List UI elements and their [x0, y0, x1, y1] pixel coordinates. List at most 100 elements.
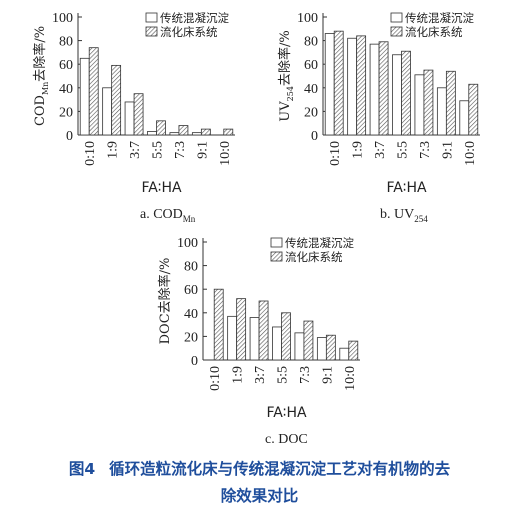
- y-tick-label: 80: [184, 260, 198, 275]
- x-tick-label: 1:9: [231, 366, 246, 384]
- bar-conventional-2: [227, 315, 238, 361]
- y-tick-label: 20: [59, 105, 73, 120]
- legend-label-2: 流化床系统: [160, 25, 218, 39]
- legend-label-1: 传统混凝沉淀: [405, 11, 474, 25]
- x-axis-label: FA∶HA: [141, 180, 182, 196]
- y-tick-label: 40: [184, 307, 198, 322]
- x-tick-label: 7:3: [173, 141, 188, 159]
- bar-fluidized-2: [111, 64, 122, 136]
- bar-conventional-6: [316, 337, 327, 361]
- y-axis-label: UV254去除率/%: [277, 30, 295, 121]
- panel-label-b-sub: 254: [414, 213, 428, 224]
- x-tick-label: 9:1: [195, 141, 210, 159]
- chart-svg-b: 0 20 40 60 80 100 0:10 1:9 3:7 5:5 7:3 9:1 10:0 FA∶HA…: [277, 11, 480, 196]
- x-tick-label: 7:3: [418, 141, 433, 159]
- x-tick-label: 5:5: [276, 366, 291, 384]
- bar-conventional-3: [249, 317, 260, 361]
- bar-fluidized-5: [423, 69, 434, 136]
- x-tick-label: 3:7: [373, 141, 388, 159]
- chart-svg-c: 0 20 40 60 80 100 0:10 1:9 3:7 5:5 7:3 9:1 10:0 FA∶HA…: [157, 236, 360, 421]
- legend-label-2: 流化床系统: [285, 250, 343, 264]
- y-tick-label: 60: [304, 58, 318, 73]
- bar-conventional-5: [294, 332, 305, 361]
- y-tick-label: 80: [59, 35, 73, 50]
- bar-fluidized-3: [378, 41, 389, 136]
- bar-conventional-2: [102, 87, 113, 136]
- x-tick-label: 3:7: [128, 141, 143, 159]
- x-axis-label: FA∶HA: [266, 405, 307, 421]
- legend-swatch-2: [270, 251, 283, 262]
- x-tick-label: 1:9: [106, 141, 121, 159]
- y-tick-label: 20: [304, 105, 318, 120]
- bar-conventional-2: [347, 37, 358, 136]
- bar-conventional-3: [369, 43, 380, 136]
- y-tick-label: 0: [191, 354, 198, 369]
- x-tick-label: 5:5: [396, 141, 411, 159]
- bar-fluidized-3: [133, 93, 144, 136]
- legend-swatch-2: [390, 26, 403, 37]
- x-tick-label: 0:10: [83, 141, 98, 166]
- bar-fluidized-6: [325, 334, 336, 361]
- x-tick-label: 0:10: [328, 141, 343, 166]
- y-tick-label: 40: [304, 82, 318, 97]
- bar-conventional-1: [324, 33, 335, 136]
- y-axis-label: CODMn去除率/%: [32, 26, 50, 126]
- caption-line-1: 图4 循环造粒流化床与传统混凝沉淀工艺对有机物的去: [0, 456, 519, 483]
- y-tick-label: 100: [297, 11, 318, 26]
- bar-conventional-6: [436, 87, 447, 136]
- panel-label-c-text: c. DOC: [265, 432, 308, 447]
- y-tick-label: 80: [304, 35, 318, 50]
- chart-svg-a: 0 20 40 60 80 100 0:10 1:9 3:7 5:5 7:3 9:1 10:0 FA∶HA…: [32, 11, 235, 196]
- caption-number: 图4: [68, 460, 96, 478]
- bar-fluidized-5: [178, 125, 189, 136]
- bar-conventional-7: [459, 100, 470, 136]
- y-tick-label: 0: [66, 129, 73, 144]
- x-tick-label: 10:0: [218, 141, 233, 166]
- y-tick-label: 100: [177, 236, 198, 251]
- bar-conventional-7: [339, 347, 350, 361]
- y-tick-label: 60: [59, 58, 73, 73]
- bar-fluidized-7: [348, 340, 359, 361]
- bar-conventional-1: [79, 57, 90, 136]
- bar-conventional-4: [272, 326, 282, 361]
- bar-fluidized-1: [333, 30, 344, 136]
- figure-caption: 图4 循环造粒流化床与传统混凝沉淀工艺对有机物的去 除效果对比: [0, 456, 519, 510]
- panel-label-a-sub: Mn: [182, 213, 196, 224]
- chart-panel-a: 0 20 40 60 80 100 0:10 1:9 3:7 5:5 7:3 9:1 10:0 FA∶HA…: [20, 5, 270, 200]
- bar-fluidized-6: [445, 70, 456, 136]
- bar-fluidized-4: [281, 312, 291, 361]
- y-tick-label: 100: [52, 11, 73, 26]
- legend-label-1: 传统混凝沉淀: [160, 11, 229, 25]
- panel-label-a: a. CODMn: [140, 207, 195, 224]
- panel-label-c: c. DOC: [265, 432, 308, 448]
- legend-swatch-1: [145, 12, 158, 23]
- x-axis-label: FA∶HA: [386, 180, 427, 196]
- x-tick-label: 10:0: [343, 366, 358, 391]
- x-tick-label: 9:1: [440, 141, 455, 159]
- bar-fluidized-7: [223, 128, 234, 136]
- bar-conventional-6: [191, 132, 202, 136]
- x-tick-label: 9:1: [320, 366, 335, 384]
- bar-conventional-5: [414, 74, 425, 136]
- panel-label-a-text: a. COD: [140, 207, 183, 222]
- legend-swatch-1: [270, 237, 283, 248]
- y-tick-label: 20: [184, 330, 198, 345]
- caption-line-2: 除效果对比: [220, 487, 299, 505]
- bar-fluidized-6: [200, 128, 211, 136]
- x-tick-label: 0:10: [208, 366, 223, 391]
- bar-conventional-4: [147, 131, 157, 136]
- bar-fluidized-7: [468, 83, 479, 136]
- bar-conventional-3: [124, 101, 135, 136]
- panel-label-b-text: b. UV: [380, 207, 415, 222]
- x-tick-label: 7:3: [298, 366, 313, 384]
- chart-panel-b: 0 20 40 60 80 100 0:10 1:9 3:7 5:5 7:3 9:1 10:0 FA∶HA…: [265, 5, 515, 200]
- bar-fluidized-5: [303, 320, 314, 361]
- caption-text-1: 循环造粒流化床与传统混凝沉淀工艺对有机物的去: [109, 460, 451, 478]
- legend-swatch-1: [390, 12, 403, 23]
- x-tick-label: 3:7: [253, 366, 268, 384]
- x-tick-label: 10:0: [463, 141, 478, 166]
- bar-conventional-4: [392, 54, 402, 136]
- bar-fluidized-4: [156, 120, 166, 136]
- x-tick-label: 1:9: [351, 141, 366, 159]
- legend-label-1: 传统混凝沉淀: [285, 236, 354, 250]
